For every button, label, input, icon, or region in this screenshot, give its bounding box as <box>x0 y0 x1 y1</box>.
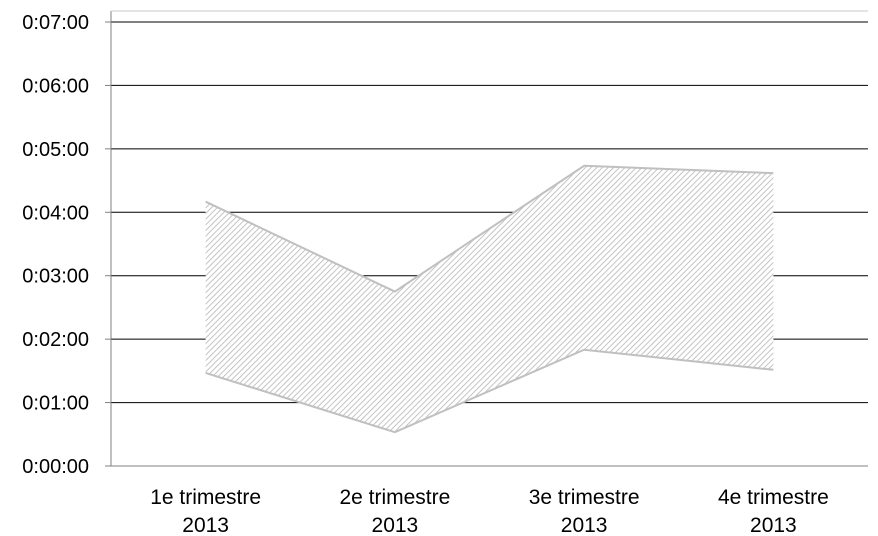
x-tick-label: 1e trimestre 2013 <box>150 486 261 536</box>
y-tick-label: 0:01:00 <box>22 393 89 415</box>
y-tick-label: 0:04:00 <box>22 202 89 224</box>
data-band <box>205 164 774 434</box>
y-tick-label: 0:02:00 <box>22 329 89 351</box>
x-axis-tick-labels: 1e trimestre 2013 2e trimestre 2013 3e trime… <box>150 486 829 536</box>
axes <box>105 10 868 467</box>
y-tick-label: 0:06:00 <box>22 75 89 97</box>
y-tick-label: 0:07:00 <box>22 12 89 34</box>
x-tick-label: 4e trimestre 2013 <box>718 486 829 536</box>
lower-boundary-line <box>205 348 774 434</box>
upper-boundary-line <box>205 164 774 293</box>
x-tick-label: 2e trimestre 2013 <box>339 486 450 536</box>
y-axis-tick-labels: 0:00:00 0:01:00 0:02:00 0:03:00 0:04:00 0:05:… <box>22 12 89 478</box>
y-tick-label: 0:05:00 <box>22 139 89 161</box>
y-tick-label: 0:00:00 <box>22 456 89 478</box>
range-band-fill <box>205 165 774 433</box>
y-tick-label: 0:03:00 <box>22 266 89 288</box>
x-tick-label: 3e trimestre 2013 <box>529 486 640 536</box>
